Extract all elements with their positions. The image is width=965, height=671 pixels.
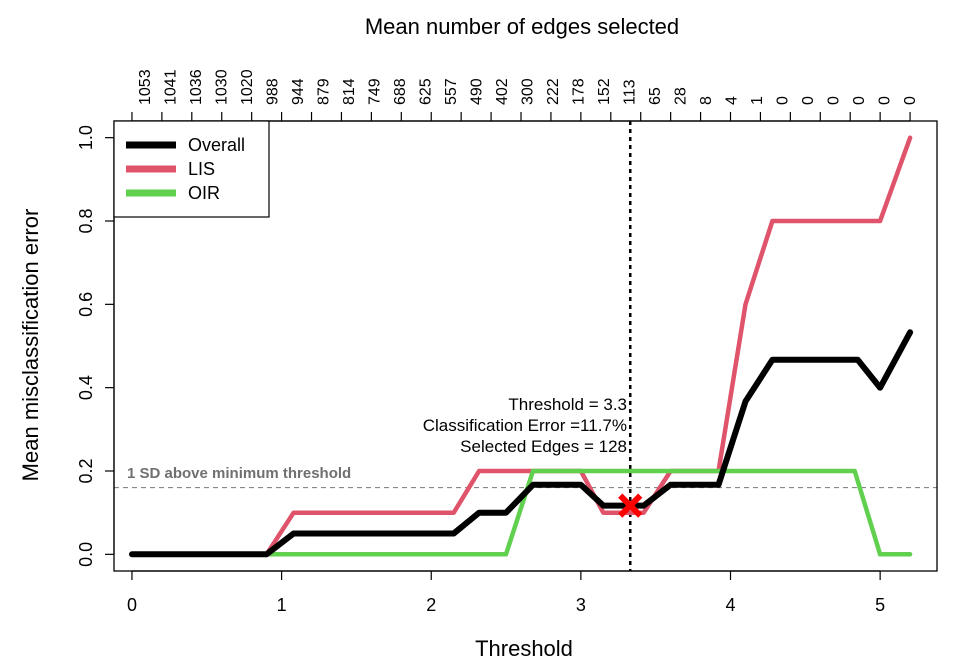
top-tick-label: 557	[443, 78, 460, 105]
top-tick-label: 28	[673, 87, 690, 105]
top-tick-label: 0	[800, 96, 817, 105]
top-tick-label: 300	[520, 78, 537, 105]
top-tick-label: 1053	[137, 69, 154, 105]
top-tick-label: 0	[851, 96, 868, 105]
x-axis: 0 1 2 3 4 5	[127, 570, 885, 615]
top-axis: 1053 1041 1036 1030 1020 988 944 879 814 749 688 62…	[131, 69, 919, 122]
top-tick-label: 402	[494, 78, 511, 105]
series-line-lis	[129, 135, 913, 557]
marker-layer	[618, 493, 643, 518]
y-axis: 0.0 0.2 0.4 0.6 0.8 1.0	[76, 125, 115, 567]
x-axis-title: Threshold	[475, 636, 573, 661]
annotation-error: Classification Error =11.7%	[423, 416, 627, 435]
series-line-oir	[129, 468, 913, 557]
top-tick-label: 178	[571, 78, 588, 105]
top-tick-label: 490	[469, 78, 486, 105]
min-error-marker	[618, 493, 643, 518]
top-tick-label: 625	[418, 78, 435, 105]
y-axis-title: Mean misclassification error	[18, 209, 43, 482]
annotation-edges: Selected Edges = 128	[460, 437, 627, 456]
top-tick-label: 0	[877, 96, 894, 105]
x-tick-label: 4	[725, 595, 735, 615]
legend-label-oir: OIR	[188, 183, 220, 203]
top-tick-label: 0	[902, 96, 919, 105]
top-tick-label: 0	[826, 96, 843, 105]
y-tick-label: 0.2	[76, 458, 96, 483]
top-tick-label: 4	[724, 96, 741, 105]
top-tick-label: 152	[596, 78, 613, 105]
sd-line-label: 1 SD above minimum threshold	[127, 465, 351, 482]
y-tick-label: 0.8	[76, 208, 96, 233]
x-tick-label: 1	[277, 595, 287, 615]
top-tick-label: 1041	[163, 69, 180, 105]
legend: Overall LIS OIR	[113, 120, 270, 218]
top-tick-label: 0	[775, 96, 792, 105]
x-tick-label: 0	[127, 595, 137, 615]
top-tick-label: 1030	[214, 69, 231, 105]
x-tick-label: 2	[426, 595, 436, 615]
y-tick-label: 0.4	[76, 375, 96, 400]
reference-lines	[114, 121, 937, 571]
marker-stroke	[618, 493, 643, 518]
series-lines	[129, 135, 914, 558]
y-tick-label: 0.6	[76, 292, 96, 317]
top-tick-label: 814	[341, 78, 358, 105]
top-tick-label: 1	[749, 96, 766, 105]
top-tick-label: 222	[545, 78, 562, 105]
top-tick-label: 879	[316, 78, 333, 105]
series-line-overall	[129, 329, 914, 558]
x-tick-label: 5	[875, 595, 885, 615]
legend-label-overall: Overall	[188, 135, 245, 155]
x-tick-label: 3	[576, 595, 586, 615]
top-tick-label: 8	[698, 96, 715, 105]
top-tick-label: 65	[647, 87, 664, 105]
top-tick-label: 749	[367, 78, 384, 105]
legend-label-lis: LIS	[188, 159, 215, 179]
top-tick-label: 944	[290, 78, 307, 105]
y-tick-label: 0.0	[76, 542, 96, 567]
top-tick-label: 688	[392, 78, 409, 105]
top-tick-label: 988	[265, 78, 282, 105]
top-tick-label: 1036	[188, 69, 205, 105]
threshold-annotation: Threshold = 3.3 Classification Error =11…	[423, 395, 627, 456]
top-tick-label: 1020	[239, 69, 256, 105]
top-tick-label: 113	[622, 79, 639, 105]
annotation-threshold: Threshold = 3.3	[508, 395, 627, 414]
y-tick-label: 1.0	[76, 125, 96, 150]
top-axis-title: Mean number of edges selected	[365, 14, 679, 39]
